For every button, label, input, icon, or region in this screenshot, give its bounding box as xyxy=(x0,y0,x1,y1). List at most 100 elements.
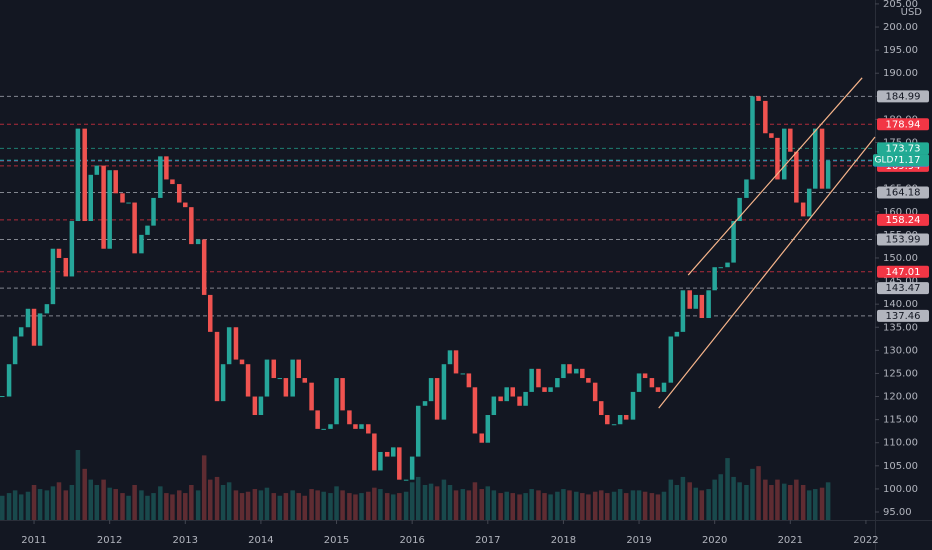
candle xyxy=(434,378,440,420)
volume-bar xyxy=(466,490,472,520)
level-tag xyxy=(877,213,929,226)
y-tick-label: 200.00 xyxy=(883,22,918,33)
candle xyxy=(655,387,661,392)
volume-bar xyxy=(321,491,326,520)
candle xyxy=(75,128,81,222)
candle xyxy=(321,428,326,430)
volume-bar xyxy=(693,487,699,520)
candle xyxy=(82,128,87,222)
candle xyxy=(233,327,239,360)
volume-bar xyxy=(794,479,799,520)
x-tick-label: 2011 xyxy=(21,535,46,546)
candle xyxy=(391,447,396,457)
volume-bar xyxy=(226,482,232,520)
volume-bar xyxy=(580,493,585,520)
candle xyxy=(132,202,137,254)
candle xyxy=(378,451,383,471)
volume-bar xyxy=(296,493,301,520)
volume-bar xyxy=(372,487,377,520)
candle xyxy=(428,378,434,402)
y-tick-label: 160.00 xyxy=(883,207,918,218)
volume-bar xyxy=(378,489,383,520)
volume-bar xyxy=(548,494,553,520)
volume-bar xyxy=(491,490,497,520)
trend-line xyxy=(687,77,863,276)
candle xyxy=(756,96,761,101)
candle xyxy=(384,451,390,457)
volume-bar xyxy=(561,489,566,520)
volume-bar xyxy=(277,495,283,520)
candle xyxy=(403,479,409,481)
volume-bar xyxy=(82,468,87,520)
level-label: 164.18 xyxy=(886,187,921,198)
candle xyxy=(63,257,69,277)
volume-bar xyxy=(63,490,69,520)
volume-bar xyxy=(542,493,547,520)
candle xyxy=(170,179,175,185)
volume-bar xyxy=(12,490,18,520)
candle xyxy=(674,331,680,337)
candle xyxy=(296,359,301,379)
candle xyxy=(271,359,277,379)
candle xyxy=(245,364,251,397)
volume-bar xyxy=(353,494,358,520)
candle xyxy=(693,294,699,309)
volume-bar xyxy=(214,476,220,520)
volume-bar xyxy=(428,483,434,520)
volume-bar xyxy=(617,489,623,520)
candle xyxy=(737,197,742,222)
candle xyxy=(763,100,768,134)
candle xyxy=(189,207,194,245)
x-tick-label: 2016 xyxy=(399,535,424,546)
volume-bar xyxy=(781,483,787,520)
volume-bar xyxy=(636,490,642,520)
candle xyxy=(315,410,320,429)
volume-bar xyxy=(158,486,163,520)
y-tick-label: 110.00 xyxy=(883,438,918,449)
candle xyxy=(466,373,472,388)
volume-bar xyxy=(611,491,617,520)
y-tick-label: 130.00 xyxy=(883,345,918,356)
volume-bar xyxy=(517,494,522,520)
volume-bar xyxy=(598,490,604,520)
candle xyxy=(611,424,617,426)
volume-bar xyxy=(422,485,428,520)
candle xyxy=(302,378,308,383)
volume-bar xyxy=(220,485,226,520)
volume-bar xyxy=(813,489,818,520)
candle xyxy=(409,456,415,480)
volume-bar xyxy=(309,489,314,520)
volume-bar xyxy=(258,490,264,520)
candle xyxy=(220,364,226,402)
candle xyxy=(176,184,182,203)
candle xyxy=(207,294,213,332)
volume-bar xyxy=(825,482,831,520)
level-tag xyxy=(877,265,929,278)
level-label: 147.01 xyxy=(886,267,921,278)
candle xyxy=(725,262,730,268)
volume-bar xyxy=(409,482,415,520)
volume-bar xyxy=(630,490,636,520)
candle xyxy=(498,396,503,402)
candle xyxy=(252,396,258,416)
candle xyxy=(598,401,604,416)
candle xyxy=(788,128,793,152)
candle xyxy=(699,294,705,319)
candle xyxy=(422,401,428,406)
candle xyxy=(819,128,825,189)
volume-bar xyxy=(479,489,484,520)
candle xyxy=(517,396,522,406)
volume-bar xyxy=(529,489,534,520)
volume-bar xyxy=(788,485,793,520)
candle xyxy=(309,382,314,411)
x-tick-label: 2012 xyxy=(97,535,122,546)
x-tick-label: 2014 xyxy=(248,535,273,546)
volume-bar xyxy=(441,479,447,520)
level-label: 158.24 xyxy=(886,215,921,226)
candle xyxy=(353,424,358,429)
level-tag xyxy=(877,186,929,199)
level-label: 178.94 xyxy=(886,119,921,130)
x-tick-label: 2019 xyxy=(626,535,651,546)
volume-bar xyxy=(120,493,125,520)
